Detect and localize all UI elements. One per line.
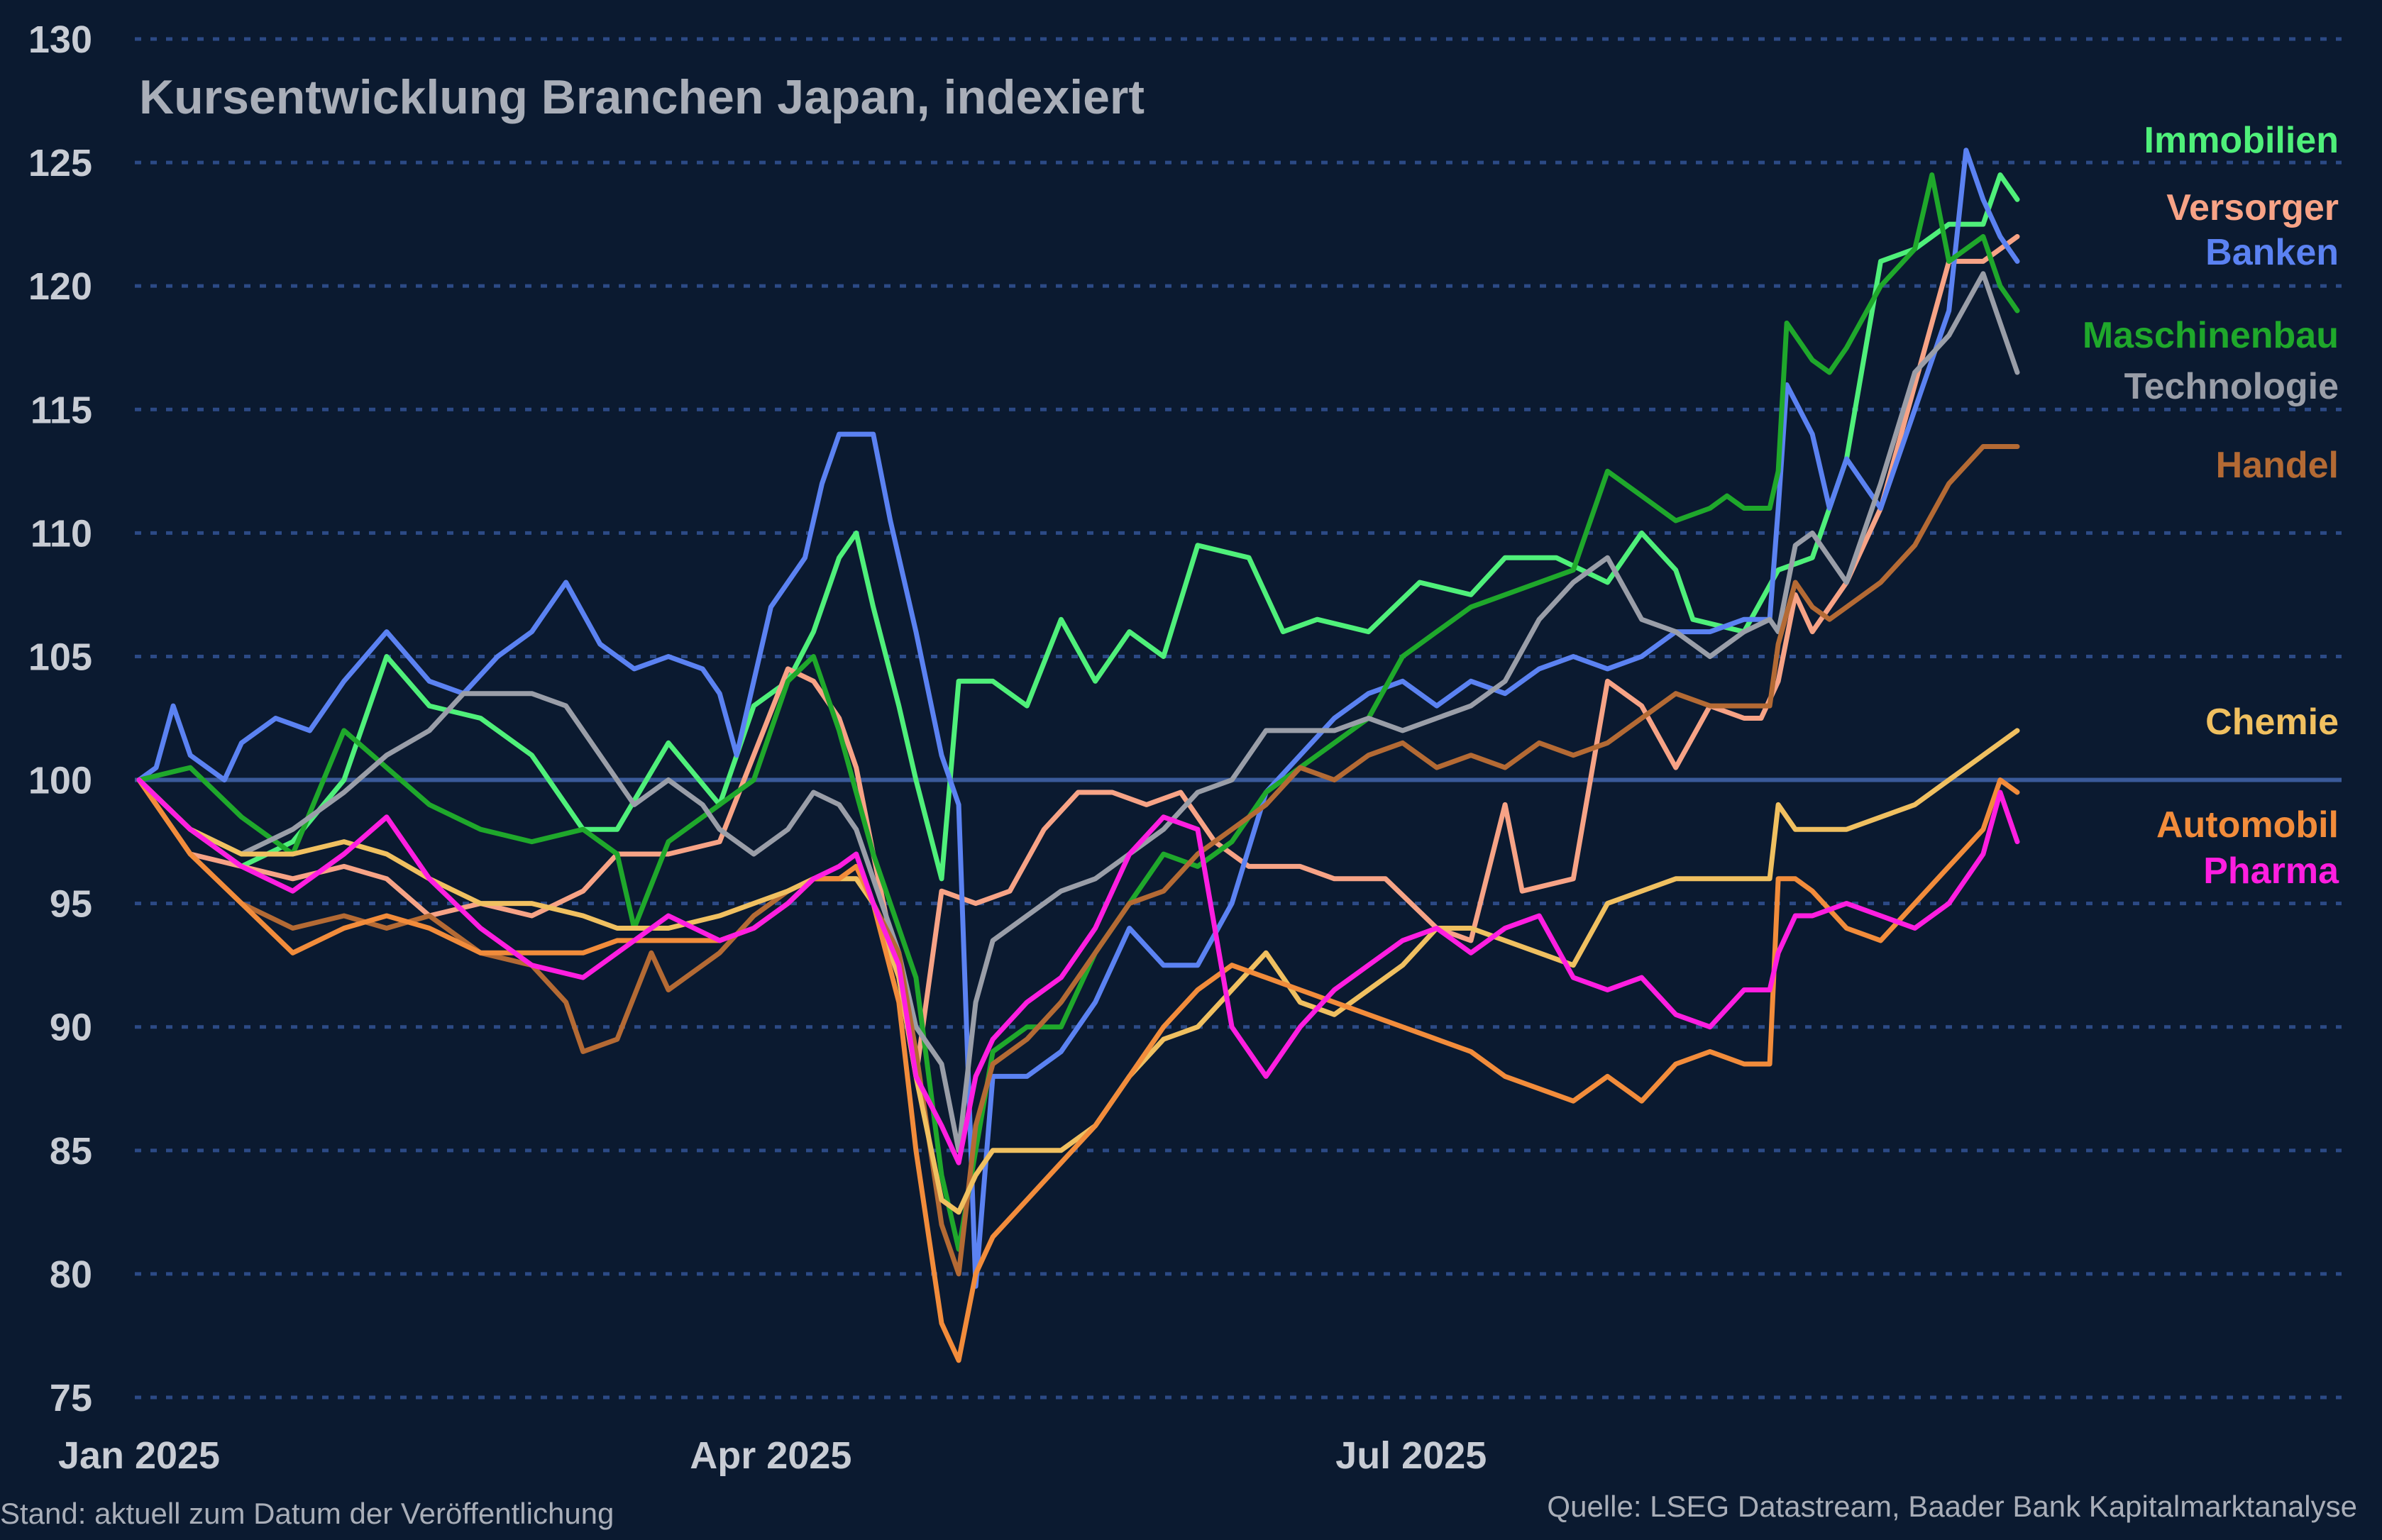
series-lines	[136, 148, 2020, 1363]
legend-label-handel: Handel	[2216, 445, 2339, 486]
x-axis-ticks: Jan 2025 Apr 2025 Jul 2025	[58, 1434, 1487, 1477]
y-tick-label: 120	[28, 265, 92, 308]
legend-label-technologie: Technologie	[2124, 366, 2339, 407]
legend-label-automobil: Automobil	[2156, 804, 2339, 846]
y-tick-label: 105	[28, 636, 92, 678]
series-line-handel	[136, 444, 2020, 1277]
series-line-versorger	[136, 234, 2020, 1079]
y-tick-label: 75	[50, 1377, 92, 1419]
chart-title: Kursentwicklung Branchen Japan, indexier…	[139, 70, 1145, 124]
y-axis-ticks: 75 80 85 90 95 100 105 110 115 120 125 130	[28, 18, 92, 1419]
series-line-immobilien	[136, 172, 2020, 882]
y-tick-label: 80	[50, 1253, 92, 1296]
y-tick-label: 125	[28, 142, 92, 184]
x-tick-label: Jul 2025	[1335, 1434, 1487, 1477]
legend-label-chemie: Chemie	[2205, 702, 2339, 743]
source-note: Quelle: LSEG Datastream, Baader Bank Kap…	[1547, 1490, 2357, 1523]
series-line-chemie	[136, 728, 2020, 1215]
y-tick-label: 115	[31, 389, 92, 431]
series-line-banken	[136, 148, 2020, 1289]
legend-label-immobilien: Immobilien	[2144, 120, 2339, 161]
y-tick-label: 85	[50, 1130, 92, 1173]
series-line-pharma	[136, 777, 2020, 1165]
legend-label-banken: Banken	[2205, 232, 2339, 273]
legend-label-pharma: Pharma	[2203, 851, 2339, 892]
footer-note: Stand: aktuell zum Datum der Veröffentli…	[0, 1497, 614, 1530]
series-line-technologie	[136, 271, 2020, 1153]
y-tick-label: 90	[50, 1007, 92, 1049]
y-tick-label: 130	[28, 18, 92, 61]
y-tick-label: 110	[31, 512, 92, 555]
series-line-maschinenbau	[136, 172, 2020, 1252]
x-tick-label: Jan 2025	[58, 1434, 220, 1477]
y-tick-label: 95	[50, 883, 92, 926]
y-tick-label: 100	[28, 760, 92, 802]
legend-label-versorger: Versorger	[2166, 187, 2339, 228]
x-tick-label: Apr 2025	[690, 1434, 851, 1477]
legend-label-maschinenbau: Maschinenbau	[2083, 315, 2339, 356]
